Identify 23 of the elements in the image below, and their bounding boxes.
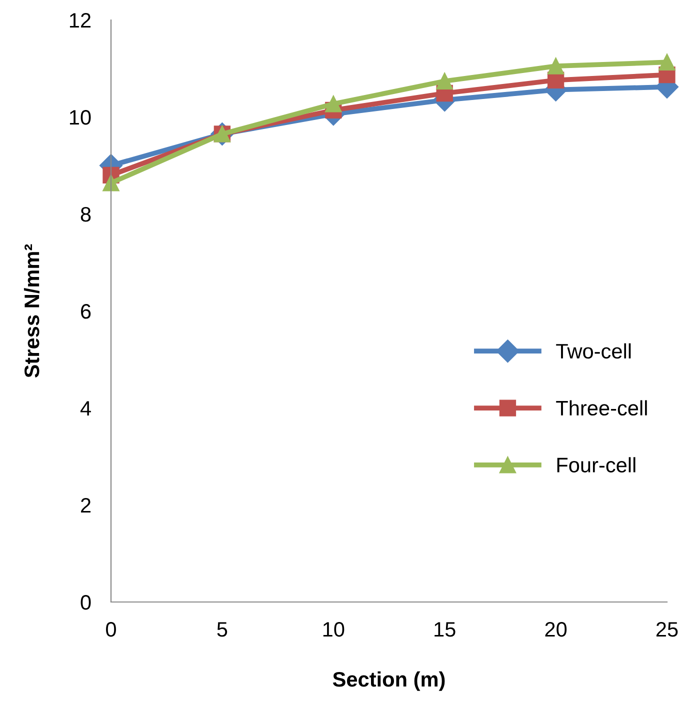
x-tick-label: 10 xyxy=(323,622,344,637)
x-tick-label: 5 xyxy=(217,622,228,637)
x-axis-title: Section (m) xyxy=(332,671,445,691)
point xyxy=(547,58,564,74)
y-tick-label: 6 xyxy=(81,304,91,319)
y-tick-label: 4 xyxy=(80,401,91,416)
y-tick-label: 10 xyxy=(70,110,91,125)
x-tick-label: 0 xyxy=(106,622,116,637)
x-tick-label: 25 xyxy=(656,622,678,637)
y-tick-label: 12 xyxy=(70,13,91,28)
y-tick-label: 8 xyxy=(80,207,91,222)
y-tick-label: 0 xyxy=(80,595,91,610)
point xyxy=(102,174,120,192)
point xyxy=(325,96,342,112)
legend-label: Two-cell xyxy=(556,343,631,359)
x-tick-label: 15 xyxy=(434,622,456,637)
point xyxy=(658,54,676,71)
y-axis-title: Stress N/mm² xyxy=(24,244,40,378)
legend-label: Three-cell xyxy=(556,400,647,416)
y-tick-label: 2 xyxy=(81,498,91,513)
point xyxy=(436,72,453,90)
legend-label: Four-cell xyxy=(557,457,636,472)
x-tick-label: 20 xyxy=(545,622,567,637)
